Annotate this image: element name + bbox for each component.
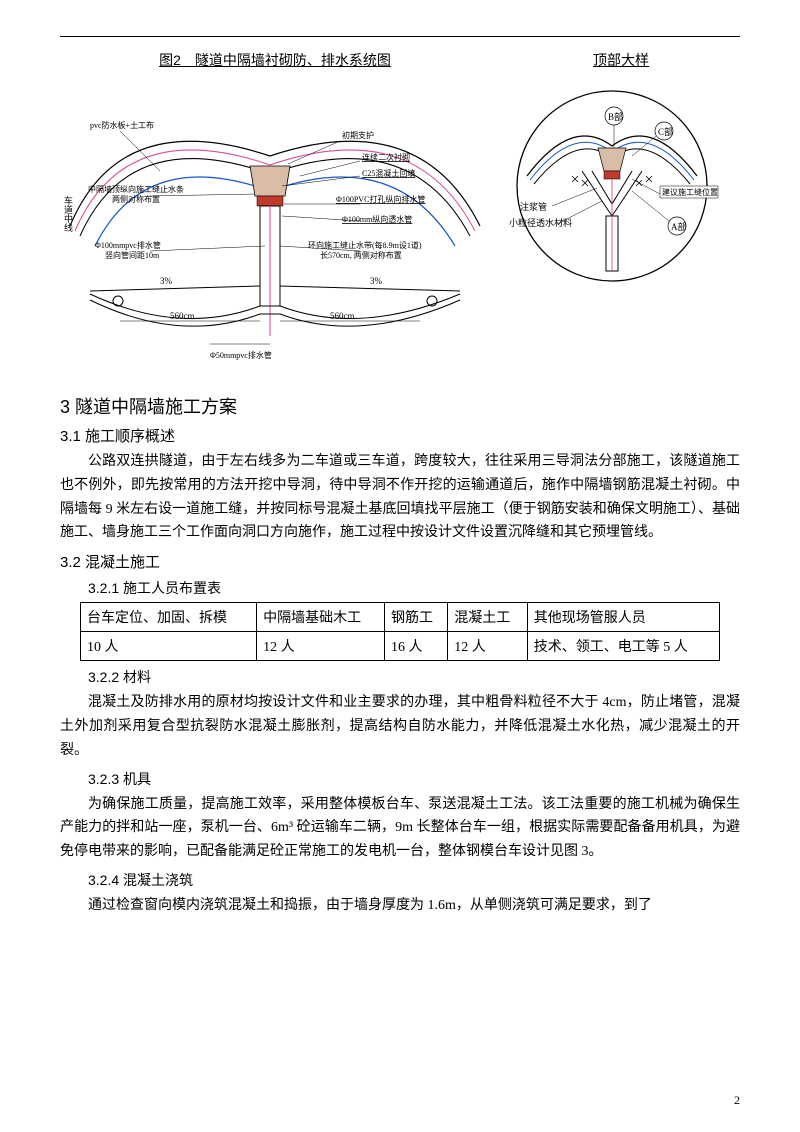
heading-3-2-3: 3.2.3 机具: [60, 769, 740, 789]
label-b1: 初期支护: [342, 130, 374, 140]
figure-2-title: 图2 隧道中隔墙衬砌防、排水系统图: [60, 50, 490, 70]
label-a2b: 两侧对称布置: [112, 194, 160, 204]
label-a3b: 竖向管间距10m: [105, 250, 160, 260]
dim-l: 560cm: [170, 311, 195, 321]
cell-4: 技术、领工、电工等 5 人: [527, 632, 719, 661]
label-a4: Φ50mmpvc排水管: [210, 350, 272, 360]
figure-detail-title: 顶部大样: [502, 50, 740, 70]
heading-3-2-4: 3.2.4 混凝土浇筑: [60, 870, 740, 890]
figure-2-diagram: 车道中线 3% 3% 560: [60, 76, 490, 371]
dim-r: 560cm: [330, 311, 355, 321]
heading-3-2-1: 3.2.1 施工人员布置表: [60, 578, 740, 598]
figure-detail: 顶部大样: [502, 50, 740, 371]
para-3-2-4: 通过检查窗向模内浇筑混凝土和捣振，由于墙身厚度为 1.6m，从单侧浇筑可满足要求…: [60, 894, 740, 918]
label-perm: 小粒径透水材料: [509, 217, 572, 228]
figures-row: 图2 隧道中隔墙衬砌防、排水系统图 车道中线: [60, 50, 740, 371]
cell-3: 12 人: [448, 632, 527, 661]
col-3: 混凝土工: [448, 603, 527, 632]
cell-0: 10 人: [81, 632, 257, 661]
col-2: 钢筋工: [384, 603, 447, 632]
col-0: 台车定位、加固、拆模: [81, 603, 257, 632]
label-b4: Φ100PVC打孔纵向排水管: [336, 194, 425, 204]
label-a1: pvc防水板+土工布: [90, 120, 154, 130]
label-b5: Φ100mm纵向透水管: [342, 214, 412, 224]
table-row: 台车定位、加固、拆模 中隔墙基础木工 钢筋工 混凝土工 其他现场管服人员: [81, 603, 720, 632]
label-b6a: 环向施工缝止水带(每8.9m设1道): [308, 240, 422, 250]
para-3-1: 公路双连拱隧道，由于左右线多为二车道或三车道，跨度较大，往往采用三导洞法分部施工…: [60, 450, 740, 545]
page-top-rule: [60, 36, 740, 37]
label-b3: C25混凝土回填: [362, 168, 415, 178]
cell-2: 16 人: [384, 632, 447, 661]
label-b2: 连续二次衬砌: [362, 152, 410, 162]
heading-3: 3 隧道中隔墙施工方案: [60, 393, 740, 419]
col-1: 中隔墙基础木工: [257, 603, 385, 632]
heading-3-2-2: 3.2.2 材料: [60, 667, 740, 687]
figure-2: 图2 隧道中隔墙衬砌防、排水系统图 车道中线: [60, 50, 490, 371]
page-number: 2: [734, 1093, 740, 1108]
label-b6b: 长570cm, 两侧对称布置: [320, 250, 402, 260]
cell-1: 12 人: [257, 632, 385, 661]
label-joint: 建议施工缝位置: [662, 187, 718, 197]
callout-c: C部: [658, 126, 673, 137]
callout-a: A部: [671, 221, 687, 232]
para-3-2-2: 混凝土及防排水用的原材均按设计文件和业主要求的办理，其中粗骨料粒径不大于 4cm…: [60, 691, 740, 762]
slope-r: 3%: [370, 276, 383, 286]
axis-label: 车道中线: [63, 195, 73, 232]
figure-detail-diagram: B部 C部 A部 注浆管 小粒径透水材料 建议施工缝位置: [502, 76, 740, 291]
label-a2a: 中隔墙顶纵向施工缝止水条: [88, 184, 184, 194]
callout-b: B部: [608, 111, 623, 122]
heading-3-2: 3.2 混凝土施工: [60, 551, 740, 572]
personnel-table: 台车定位、加固、拆模 中隔墙基础木工 钢筋工 混凝土工 其他现场管服人员 10 …: [80, 602, 720, 661]
col-4: 其他现场管服人员: [527, 603, 719, 632]
label-a3a: Φ100mmpvc排水管: [95, 240, 161, 250]
para-3-2-3: 为确保施工质量，提高施工效率，采用整体模板台车、泵送混凝土工法。该工法重要的施工…: [60, 793, 740, 864]
label-grout: 注浆管: [520, 201, 547, 212]
table-row: 10 人 12 人 16 人 12 人 技术、领工、电工等 5 人: [81, 632, 720, 661]
slope-l: 3%: [160, 276, 173, 286]
heading-3-1: 3.1 施工顺序概述: [60, 425, 740, 446]
